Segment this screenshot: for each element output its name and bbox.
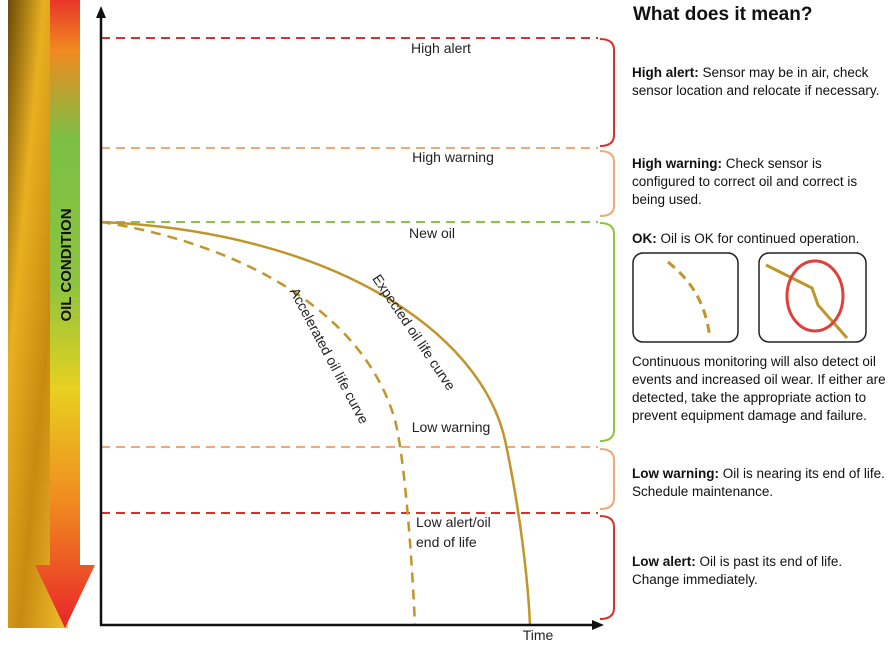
condition-arrow [35,0,95,628]
bracket [599,515,615,620]
bracket [599,222,615,442]
zone-label: High alert [411,40,471,56]
explanation: High alert: Sensor may be in air, check … [632,64,888,100]
expected-curve [100,220,532,626]
text: Oil is past its end of life. Change imme… [632,554,843,587]
bracket [599,448,615,510]
zone-label: end of life [416,534,477,550]
icon-circle [785,259,845,333]
expected-label: Expected oil life curve [369,271,459,393]
text: Check sensor is configured to correct oi… [632,156,858,207]
explanation: Low warning: Oil is nearing its end of l… [632,465,888,501]
text: Oil is OK for continued operation. [660,231,860,246]
zone-label: Low warning [412,419,491,435]
icon-curve [765,263,849,339]
icon-curve [667,260,712,339]
accelerated-curve [100,220,417,626]
term: Low warning: [632,466,719,481]
x-axis-label: Time [523,627,554,643]
zone-label: Low alert/oil [416,514,491,530]
term: Low alert: [632,554,696,569]
explanation: High warning: Check sensor is configured… [632,155,888,209]
arrowhead [96,6,106,18]
explanation: Low alert: Oil is past its end of life. … [632,553,888,589]
panel-title: What does it mean? [633,4,813,25]
term: OK: [632,231,657,246]
brackets [599,38,615,620]
bracket [599,38,615,147]
text: Sensor may be in air, check sensor locat… [632,65,880,98]
icon-frame [632,252,739,343]
explanation: OK: Oil is OK for continued operation. [632,230,888,248]
zone-lines [101,37,598,514]
icons [632,252,867,343]
arrowhead [592,620,604,630]
term: High alert: [632,65,699,80]
axes [96,6,604,630]
zone-label: New oil [409,225,455,241]
accelerated-label: Accelerated oil life curve [287,285,372,427]
bracket [599,150,615,217]
icon-frame [758,252,867,343]
zone-label: High warning [412,149,494,165]
term: High warning: [632,156,722,171]
note: Continuous monitoring will also detect o… [632,354,886,423]
text: Oil is nearing its end of life. Schedule… [632,466,885,499]
zone-labels: High alert High warning New oil Low warning… [409,40,494,550]
side-label: OIL CONDITION [58,208,75,321]
